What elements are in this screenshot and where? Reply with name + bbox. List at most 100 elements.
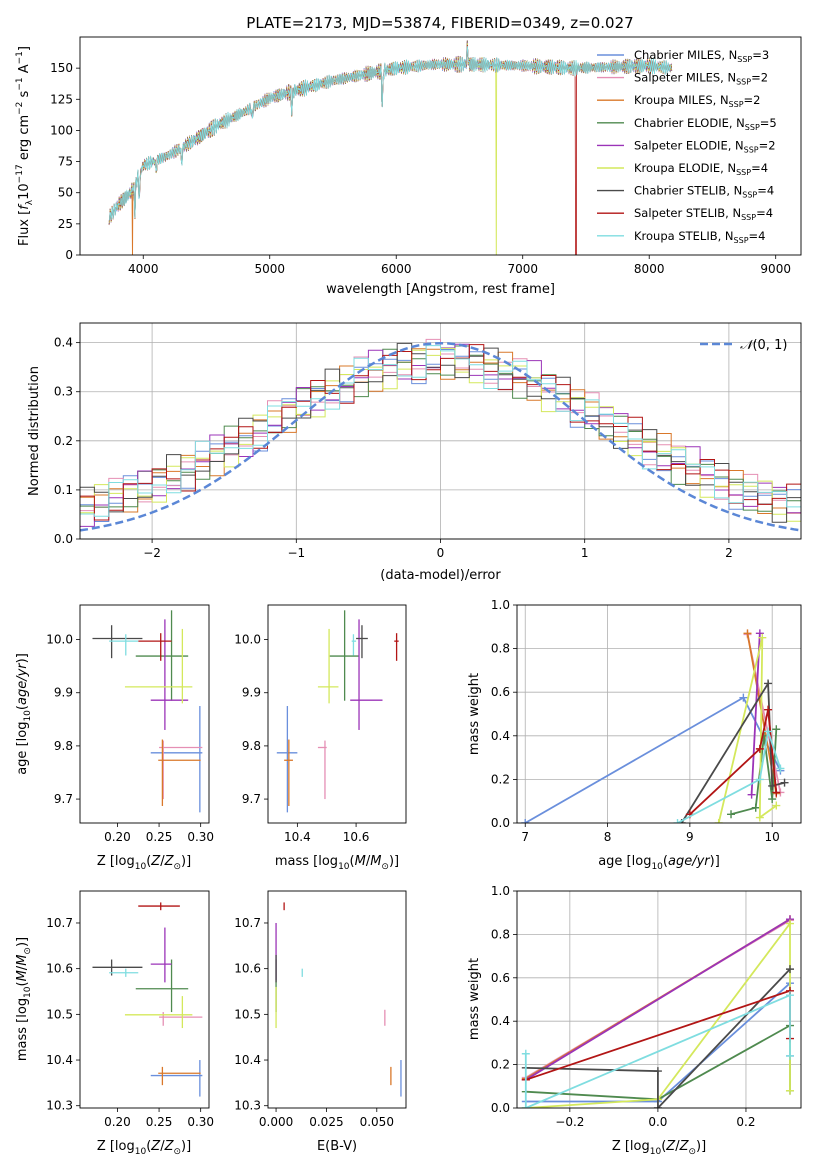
y-tick-label: 0.8 [491,642,510,656]
histogram-step [80,345,801,517]
y-tick-label: 100 [50,123,73,137]
x-tick-label: 4000 [128,262,159,276]
x-axis-label: (data-model)/error [380,568,501,583]
weight-marker [739,693,748,702]
plot-area-spectrum [108,40,673,255]
y-tick-label: 125 [50,92,73,106]
x-axis-label: wavelength [Angstrom, rest frame] [326,282,555,297]
y-tick-label: 0.4 [491,729,510,743]
weight-marker [764,727,773,736]
weight-marker [714,819,723,823]
axes-weight-vs-Z: −0.2 0.0 0.2 0.0 0.2 0.4 0.6 0.8 1.0 Z [log10(Z/Z… [467,884,802,1157]
y-tick-label: 10.4 [234,1053,261,1067]
legend: Chabrier MILES, NSSP=3 Salpeter MILES, NS… [597,48,777,245]
y-tick-label: 10.6 [234,962,261,976]
x-tick-label: 5000 [254,262,285,276]
axes-mass-vs-Z: 0.20 0.25 0.30 10.3 10.4 10.5 10.6 10.7 Z [log10… [15,890,214,1157]
legend-label: Kroupa STELIB, NSSP=4 [634,229,765,245]
weight-marker [521,1104,530,1108]
legend-label: Salpeter ELODIE, NSSP=2 [634,138,776,154]
weight-line [750,633,761,795]
legend-label: Chabrier MILES, NSSP=3 [634,48,769,64]
plot-area-weight-vs-Z [521,915,794,1108]
x-tick-label: 0.2 [736,1115,755,1129]
x-tick-label: 10.6 [343,830,370,844]
y-axis-label: mass weight [467,958,482,1040]
x-tick-label: 1 [581,546,589,560]
y-tick-label: 9.7 [242,792,261,806]
y-axis-label: mass weight [467,673,482,755]
axes-age-vs-mass: 10.4 10.6 9.7 9.8 9.9 10.0 mass [log10(M/M⊙)] [234,604,407,872]
y-axis-label: Flux [fλ10−17 erg cm−2 s−1 A−1] [15,46,35,246]
plot-area-age-vs-Z [92,610,203,813]
x-tick-label: 8 [604,830,612,844]
x-tick-label: 10.4 [284,830,311,844]
x-tick-label: 0 [437,546,445,560]
axes-frame [79,604,210,824]
x-tick-label: 0.25 [146,830,173,844]
y-tick-label: 0.8 [491,927,510,941]
y-tick-label: 0 [65,248,73,262]
axes-frame [79,890,210,1109]
legend-label: Kroupa ELODIE, NSSP=4 [634,161,768,177]
y-tick-label: 10.0 [234,633,261,647]
axes-frame [267,604,407,824]
axes-frame [79,36,802,256]
x-tick-label: 9 [686,830,694,844]
weight-marker [751,803,760,812]
legend-label: Chabrier ELODIE, NSSP=5 [634,116,777,132]
weight-marker [772,801,781,810]
y-tick-label: 0.2 [491,1058,510,1072]
y-tick-label: 10.0 [46,633,73,647]
y-tick-label: 0.3 [54,385,73,399]
histogram-step [80,345,801,512]
plot-area-weight-vs-age [521,629,789,823]
plot-area-age-vs-mass [276,610,399,813]
axes-age-vs-Z: 0.20 0.25 0.30 9.7 9.8 9.9 10.0 Z [log10(Z/Z⊙)]… [15,604,214,872]
weight-marker [755,629,764,638]
weight-marker [727,810,736,819]
x-axis-label: Z [log10(Z/Z⊙)] [97,1139,191,1157]
x-tick-label: 7 [521,830,529,844]
y-tick-label: 0.6 [491,971,510,985]
weight-marker [755,744,764,753]
weight-marker [747,790,756,799]
y-tick-label: 10.7 [234,916,261,930]
axes-weight-vs-age: 7 8 9 10 0.0 0.2 0.4 0.6 0.8 1.0 age [log10(age/yr… [467,598,802,872]
weight-marker [673,819,682,823]
y-tick-label: 1.0 [491,884,510,898]
weight-marker [785,1051,794,1060]
x-tick-label: 6000 [381,262,412,276]
weight-marker [785,1086,794,1095]
y-tick-label: 0.4 [54,336,73,350]
axes-residuals: −2 −1 0 1 2 0.0 0.1 0.2 0.3 0.4 (data-model)/error… [27,322,802,583]
x-axis-label: E(B-V) [317,1139,357,1154]
normal-curve [80,341,801,532]
plot-area-mass-vs-EBV [275,902,402,1097]
weight-marker [521,819,530,823]
legend-label: Kroupa MILES, NSSP=2 [634,93,760,109]
weight-marker [758,633,767,642]
y-tick-label: 0.4 [491,1014,510,1028]
y-tick-label: 0.0 [54,532,73,546]
y-tick-label: 150 [50,61,73,75]
spectrum-line [108,44,673,255]
y-axis-label: Normed distribution [27,366,42,496]
y-tick-label: 10.5 [234,1007,261,1021]
x-tick-label: 0.30 [187,1115,214,1129]
weight-line [525,918,791,1081]
weight-line [689,709,778,815]
axes-spectrum: 4000 5000 6000 7000 8000 9000 0 25 50 75 100 125 150… [15,36,802,297]
y-tick-label: 9.7 [54,792,73,806]
weight-line [677,731,782,823]
y-tick-label: 10.6 [46,962,73,976]
axes-mass-vs-EBV: 0.000 0.025 0.050 10.3 10.4 10.5 10.6 10.7 E(B-V… [234,890,407,1154]
weight-marker [785,919,794,928]
y-tick-label: 0.0 [491,816,510,830]
y-tick-label: 10.3 [234,1099,261,1113]
x-tick-label: 0.25 [146,1115,173,1129]
legend-label: 𝒩(0, 1) [740,338,787,353]
weight-marker [780,778,789,787]
x-tick-label: 0.0 [648,1115,667,1129]
